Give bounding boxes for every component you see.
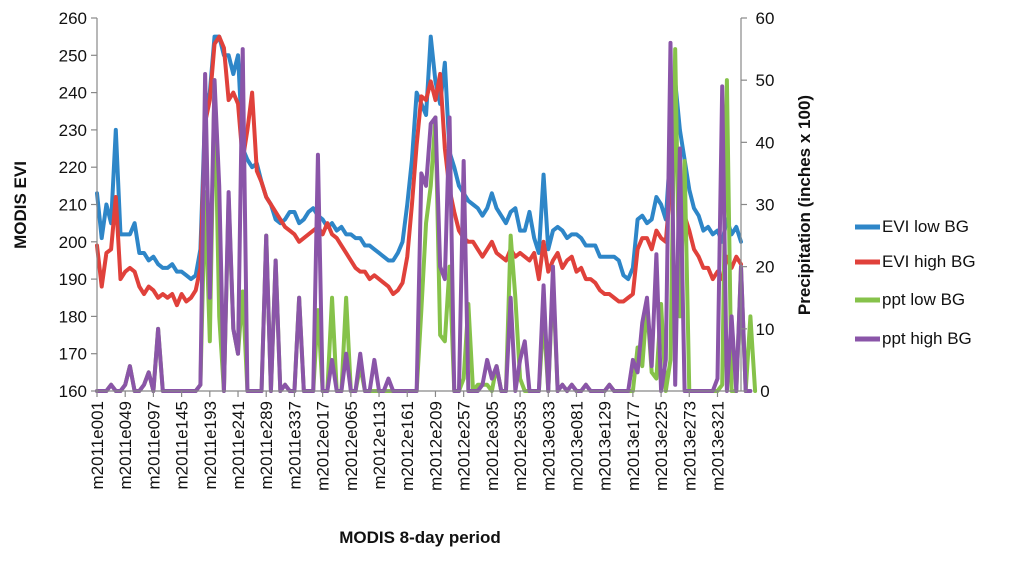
x-tick-label: m2013e321 bbox=[708, 401, 727, 491]
legend-label: EVI low BG bbox=[882, 217, 969, 236]
y-tick-label: 160 bbox=[59, 382, 87, 401]
x-tick-label: m2012e113 bbox=[370, 401, 389, 490]
y-tick-label: 210 bbox=[59, 196, 87, 215]
y2-tick-label: 0 bbox=[760, 382, 769, 401]
x-axis-title: MODIS 8-day period bbox=[339, 528, 501, 547]
legend: EVI low BG EVI high BG ppt low BG ppt high … bbox=[855, 217, 976, 348]
x-tick-label: m2011e337 bbox=[285, 401, 304, 490]
x-tick-label: m2013e081 bbox=[567, 401, 586, 491]
x-tick-label: m2013e033 bbox=[539, 401, 558, 491]
x-tick-label: m2012e017 bbox=[314, 401, 333, 491]
x-tick-label: m2012e161 bbox=[398, 401, 417, 491]
y2-tick-label: 40 bbox=[756, 133, 775, 152]
y-tick-label: 200 bbox=[59, 233, 87, 252]
y-axis-title: MODIS EVI bbox=[11, 161, 30, 249]
y-tick-label: 240 bbox=[59, 84, 87, 103]
y2-tick-label: 30 bbox=[756, 196, 775, 215]
x-tick-label: m2011e097 bbox=[144, 401, 163, 490]
x-tick-label: m2013e177 bbox=[624, 401, 643, 491]
x-tick-label: m2012e353 bbox=[511, 401, 530, 491]
x-tick-label: m2011e193 bbox=[201, 401, 220, 490]
legend-label: EVI high BG bbox=[882, 252, 976, 271]
x-tick-label: m2013e273 bbox=[680, 401, 699, 491]
y-tick-label: 260 bbox=[59, 9, 87, 28]
y-tick-label: 220 bbox=[59, 158, 87, 177]
x-tick-label: m2011e145 bbox=[173, 401, 192, 490]
x-tick-label: m2012e209 bbox=[426, 401, 445, 491]
x-tick-labels: m2011e001 m2011e049 m2011e097 m2011e145 m201… bbox=[88, 391, 727, 491]
y-tick-label: 180 bbox=[59, 307, 87, 326]
y2-axis-title: Precipitation (inches x 100) bbox=[795, 95, 814, 315]
x-tick-label: m2011e289 bbox=[257, 401, 276, 490]
x-tick-label: m2012e257 bbox=[455, 401, 474, 491]
series-line-ppt-high-bg bbox=[95, 40, 753, 393]
y-tick-label: 190 bbox=[59, 270, 87, 289]
x-tick-label: m2011e001 bbox=[88, 401, 107, 490]
y-tick-label: 230 bbox=[59, 121, 87, 140]
x-tick-label: m2012e305 bbox=[483, 401, 502, 491]
right-y-tick-labels: 0 10 20 30 40 50 60 bbox=[741, 9, 774, 401]
series-layer bbox=[95, 34, 758, 393]
y2-tick-label: 20 bbox=[756, 258, 775, 277]
y-tick-label: 170 bbox=[59, 345, 87, 364]
y2-tick-label: 60 bbox=[756, 9, 775, 28]
x-tick-label: m2011e049 bbox=[116, 401, 135, 490]
legend-label: ppt high BG bbox=[882, 329, 972, 348]
legend-label: ppt low BG bbox=[882, 290, 965, 309]
y-tick-label: 250 bbox=[59, 46, 87, 65]
x-tick-label: m2011e241 bbox=[229, 401, 248, 490]
x-tick-label: m2012e065 bbox=[342, 401, 361, 491]
y2-tick-label: 50 bbox=[756, 71, 775, 90]
left-y-tick-labels: 160 170 180 190 200 210 220 230 240 250 260 bbox=[59, 9, 97, 401]
x-tick-label: m2013e129 bbox=[596, 401, 615, 491]
x-tick-label: m2013e225 bbox=[652, 401, 671, 491]
y2-tick-label: 10 bbox=[756, 320, 775, 339]
